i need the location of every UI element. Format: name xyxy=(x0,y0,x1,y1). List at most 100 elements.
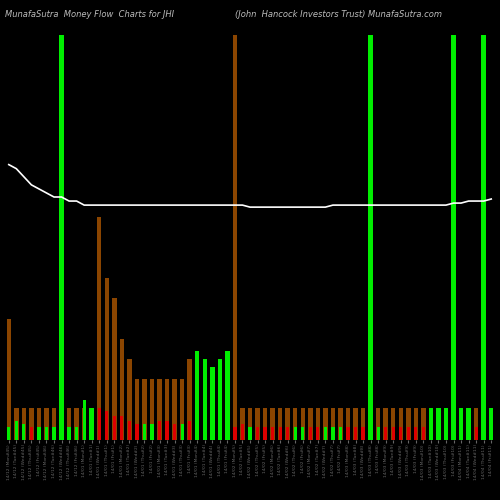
Bar xyxy=(188,359,192,440)
Bar xyxy=(104,278,109,440)
Bar xyxy=(67,408,71,440)
Bar xyxy=(354,427,357,440)
Bar xyxy=(406,408,410,440)
Bar xyxy=(226,414,229,440)
Bar xyxy=(128,420,131,440)
Bar xyxy=(339,427,342,440)
Bar xyxy=(225,351,230,440)
Bar xyxy=(97,217,102,440)
Bar xyxy=(68,427,70,440)
Bar xyxy=(368,35,373,440)
Bar xyxy=(474,427,478,440)
Bar xyxy=(376,427,380,440)
Bar xyxy=(301,427,304,440)
Bar xyxy=(166,420,168,440)
Bar xyxy=(308,408,312,440)
Bar xyxy=(490,427,493,440)
Bar xyxy=(38,427,40,440)
Bar xyxy=(45,427,48,440)
Bar xyxy=(180,424,184,440)
Bar xyxy=(278,427,281,440)
Bar xyxy=(452,35,456,440)
Bar xyxy=(218,418,222,440)
Bar xyxy=(414,427,418,440)
Bar xyxy=(234,427,236,440)
Bar xyxy=(338,408,342,440)
Bar xyxy=(142,379,146,440)
Bar xyxy=(452,427,455,440)
Bar xyxy=(256,427,259,440)
Bar xyxy=(428,408,433,440)
Bar xyxy=(278,408,282,440)
Bar xyxy=(474,408,478,440)
Bar xyxy=(324,427,327,440)
Bar xyxy=(406,427,410,440)
Bar xyxy=(52,427,56,440)
Bar xyxy=(6,318,11,440)
Bar xyxy=(384,427,388,440)
Bar xyxy=(22,424,26,440)
Bar xyxy=(294,427,297,440)
Bar xyxy=(158,420,161,440)
Bar xyxy=(90,411,94,440)
Bar xyxy=(134,379,139,440)
Bar xyxy=(256,408,260,440)
Bar xyxy=(361,408,366,440)
Bar xyxy=(120,339,124,440)
Bar xyxy=(180,379,184,440)
Bar xyxy=(203,420,206,440)
Bar xyxy=(300,408,305,440)
Bar xyxy=(362,427,364,440)
Bar xyxy=(263,408,268,440)
Bar xyxy=(173,424,176,440)
Bar xyxy=(29,408,34,440)
Bar xyxy=(188,420,192,440)
Bar xyxy=(466,408,471,440)
Bar xyxy=(82,400,86,440)
Bar xyxy=(392,427,395,440)
Bar xyxy=(218,359,222,440)
Bar xyxy=(7,427,10,440)
Bar xyxy=(44,408,48,440)
Bar xyxy=(286,408,290,440)
Bar xyxy=(52,408,57,440)
Bar xyxy=(105,411,108,440)
Bar xyxy=(330,408,335,440)
Bar xyxy=(240,408,244,440)
Bar xyxy=(270,408,275,440)
Bar xyxy=(316,408,320,440)
Bar xyxy=(264,427,266,440)
Bar xyxy=(346,427,350,440)
Bar xyxy=(459,408,464,440)
Bar xyxy=(460,427,462,440)
Bar xyxy=(74,408,79,440)
Bar xyxy=(112,416,116,440)
Bar xyxy=(165,379,170,440)
Bar xyxy=(489,408,494,440)
Bar xyxy=(482,35,486,440)
Bar xyxy=(323,408,328,440)
Bar xyxy=(112,298,116,440)
Bar xyxy=(150,424,154,440)
Bar xyxy=(210,367,214,440)
Bar xyxy=(172,379,177,440)
Bar xyxy=(232,35,237,440)
Bar xyxy=(90,408,94,440)
Bar xyxy=(316,427,320,440)
Bar xyxy=(14,420,18,440)
Bar xyxy=(444,408,448,440)
Bar xyxy=(467,427,470,440)
Text: MunafaSutra  Money Flow  Charts for JHI: MunafaSutra Money Flow Charts for JHI xyxy=(5,10,174,19)
Bar xyxy=(482,427,486,440)
Bar xyxy=(120,416,124,440)
Bar xyxy=(36,408,41,440)
Bar xyxy=(248,408,252,440)
Text: (John  Hancock Investors Trust) MunafaSutra.com: (John Hancock Investors Trust) MunafaSut… xyxy=(235,10,442,19)
Bar xyxy=(30,427,33,440)
Bar xyxy=(158,379,162,440)
Bar xyxy=(398,408,403,440)
Bar xyxy=(143,424,146,440)
Bar xyxy=(60,427,63,440)
Bar xyxy=(399,427,402,440)
Bar xyxy=(376,408,380,440)
